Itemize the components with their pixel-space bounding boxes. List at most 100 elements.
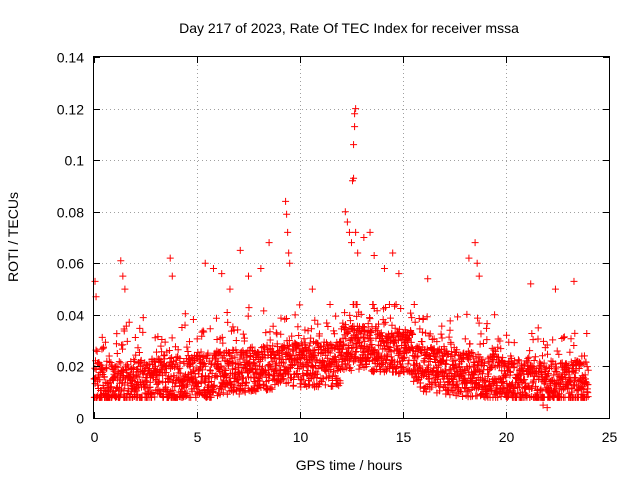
data-point [185,338,193,346]
data-point [510,385,518,393]
data-point [224,318,232,326]
data-point [499,354,507,362]
data-point [465,356,473,364]
data-point [422,351,430,359]
tick-labels: 0 0.02 0.04 0.06 0.08 0.1 0.12 0.14 0 5 10 15 20 25 [57,50,618,446]
data-point [105,358,113,366]
data-points [90,105,592,412]
data-point [351,123,359,131]
data-point [438,322,446,330]
data-point [332,312,340,320]
data-point [190,375,198,383]
data-point [167,389,175,397]
data-point [128,364,136,372]
data-point [543,341,551,349]
data-point [235,390,243,398]
data-point [255,362,263,370]
data-point [339,345,347,353]
data-point [218,333,226,341]
data-point [296,301,304,309]
data-point [193,379,201,387]
data-point [268,385,276,393]
data-point [553,368,561,376]
data-point [443,356,451,364]
data-point [209,264,217,272]
data-point [226,374,234,382]
data-point [197,348,205,356]
data-point [107,361,115,369]
data-point [521,376,529,384]
x-tick-label: 5 [194,429,202,445]
data-point [577,361,585,369]
data-point [218,270,226,278]
data-point [154,333,162,341]
data-point [524,358,532,366]
y-tick-label: 0.02 [57,359,84,375]
data-point [333,380,341,388]
data-point [330,330,338,338]
data-point [270,351,278,359]
data-point [392,301,400,309]
data-point [377,354,385,362]
data-point [265,361,273,369]
data-point [157,342,165,350]
data-point [411,318,419,326]
data-point [289,381,297,389]
data-point [223,309,231,317]
data-point [484,370,492,378]
data-point [560,333,568,341]
data-point [361,347,369,355]
data-point [395,270,403,278]
data-point [309,347,317,355]
data-point [268,358,276,366]
data-point [370,252,378,260]
data-point [218,385,226,393]
chart-title: Day 217 of 2023, Rate Of TEC Index for r… [179,20,519,36]
data-point [471,380,479,388]
data-point [291,357,299,365]
data-point [428,335,436,343]
data-point [463,379,471,387]
data-point [265,376,273,384]
data-point [530,356,538,364]
data-point [321,381,329,389]
data-point [360,334,368,342]
data-point [537,385,545,393]
data-point [177,369,185,377]
data-point [323,319,331,327]
data-point [232,337,240,345]
data-point [580,352,588,360]
data-point [426,352,434,360]
data-point [260,307,268,315]
data-point [516,371,524,379]
data-point [244,312,252,320]
data-point [256,377,264,385]
data-point [483,324,491,332]
data-point [380,320,388,328]
data-point [309,363,317,371]
data-point [117,257,125,265]
data-point [229,369,237,377]
data-point [228,354,236,362]
data-point [387,357,395,365]
data-point [341,324,349,332]
data-point [571,329,579,337]
data-point [240,374,248,382]
data-point [342,335,350,343]
y-tick-label: 0.06 [57,256,84,272]
data-point [463,310,471,318]
data-point [369,301,377,309]
data-point [473,259,481,267]
data-point [553,347,561,355]
data-point [207,393,215,401]
data-point [465,254,473,262]
data-point [174,346,182,354]
data-point [204,372,212,380]
data-point [497,378,505,386]
data-point [397,304,405,312]
data-point [475,272,483,280]
data-point [378,361,386,369]
data-point [433,338,441,346]
data-point [179,393,187,401]
data-point [135,348,143,356]
